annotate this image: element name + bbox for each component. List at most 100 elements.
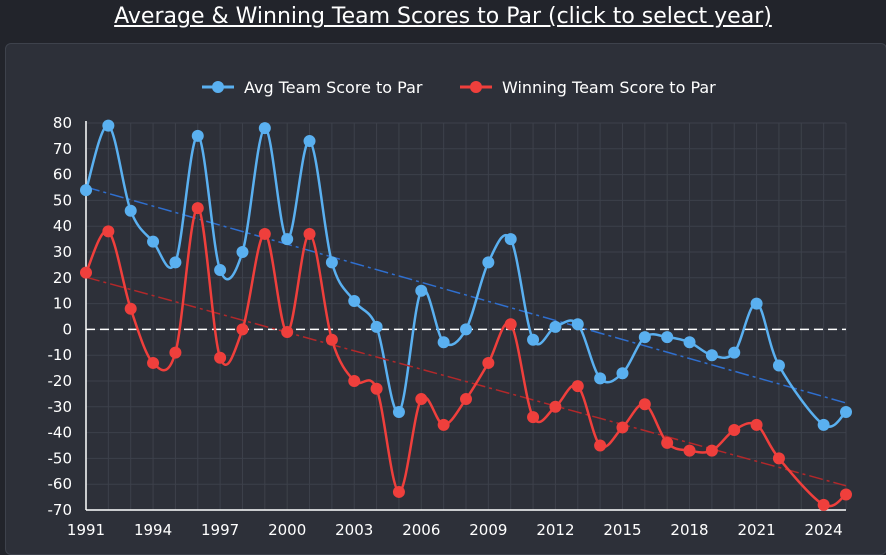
chart-panel: 80 70 60 50 40 30 20 10 0 -10 -20 -30 -40 -50 -60 -70 19… [5,43,886,555]
winning-data-point[interactable] [840,488,852,501]
winning-data-point[interactable] [392,485,405,498]
x-tick-label: 2024 [805,521,843,539]
avg-data-point[interactable] [705,349,718,362]
x-tick-label: 2021 [737,521,775,539]
avg-data-point[interactable] [214,264,227,277]
avg-data-point[interactable] [191,129,204,142]
x-tick-label: 1997 [201,521,239,539]
avg-data-point[interactable] [258,122,271,135]
x-tick-label: 1991 [67,521,105,539]
y-tick-label: 80 [53,114,72,132]
avg-data-point[interactable] [661,331,674,344]
winning-data-point[interactable] [772,452,785,465]
y-tick-label: 10 [53,295,72,313]
winning-data-point[interactable] [594,439,607,452]
winning-data-point[interactable] [147,356,160,369]
avg-data-point[interactable] [504,233,517,246]
y-tick-label: -10 [48,346,73,364]
y-tick-label: 20 [53,269,72,287]
avg-data-point[interactable] [102,119,115,132]
avg-data-point[interactable] [638,331,651,344]
winning-data-point[interactable] [750,418,763,431]
y-tick-label: -50 [48,449,73,467]
winning-data-point[interactable] [527,411,540,424]
avg-data-point[interactable] [370,320,383,333]
winning-data-point[interactable] [348,375,361,387]
avg-data-point[interactable] [325,256,338,269]
avg-data-point[interactable] [80,184,92,197]
winning-data-point[interactable] [303,227,316,240]
avg-data-point[interactable] [549,320,562,333]
winning-data-point[interactable] [214,351,227,364]
avg-data-point[interactable] [616,367,629,380]
winning-data-point[interactable] [325,333,338,346]
avg-data-point[interactable] [527,333,540,346]
avg-data-point[interactable] [840,405,852,418]
winning-data-point[interactable] [638,398,651,411]
y-tick-label: 40 [53,217,72,235]
x-tick-label: 2000 [268,521,306,539]
avg-data-point[interactable] [124,204,137,217]
avg-data-point[interactable] [348,295,361,308]
x-tick-label: 1994 [134,521,172,539]
avg-data-point[interactable] [281,233,294,246]
winning-data-point[interactable] [661,436,674,449]
y-tick-label: 0 [62,320,72,338]
y-tick-label: 30 [53,243,72,261]
y-tick-label: -20 [48,372,73,390]
x-tick-label: 2012 [536,521,574,539]
winning-data-point[interactable] [281,325,294,338]
winning-data-point[interactable] [370,382,383,395]
x-tick-label: 2015 [603,521,641,539]
winning-data-point[interactable] [482,356,495,369]
winning-data-point[interactable] [258,227,271,240]
winning-data-point[interactable] [460,393,472,406]
y-tick-label: 60 [53,166,72,184]
avg-data-point[interactable] [750,297,763,310]
winning-data-point[interactable] [102,225,115,238]
winning-data-point[interactable] [80,266,92,279]
legend-winning-marker[interactable] [470,81,482,93]
winning-data-point[interactable] [728,424,741,437]
winning-data-point[interactable] [415,393,428,406]
avg-data-point[interactable] [460,323,472,336]
winning-data-point[interactable] [504,318,517,331]
avg-data-point[interactable] [683,336,696,349]
y-tick-label: -60 [48,475,73,493]
x-tick-label: 2006 [402,521,440,539]
y-tick-label: -30 [48,398,73,416]
winning-data-point[interactable] [817,498,830,511]
legend-avg-marker[interactable] [212,81,224,93]
winning-data-point[interactable] [169,346,182,359]
avg-data-point[interactable] [169,256,182,269]
x-tick-label: 2003 [335,521,373,539]
winning-data-point[interactable] [571,380,584,393]
x-tick-label: 2018 [670,521,708,539]
avg-data-point[interactable] [437,336,450,349]
avg-data-point[interactable] [392,405,405,418]
winning-data-point[interactable] [549,400,562,413]
winning-data-point[interactable] [683,444,696,457]
avg-data-point[interactable] [415,284,428,297]
winning-data-point[interactable] [191,202,204,215]
avg-data-point[interactable] [482,256,495,269]
avg-data-point[interactable] [236,246,249,258]
winning-data-point[interactable] [616,421,629,434]
avg-data-point[interactable] [571,318,584,331]
legend-avg-label[interactable]: Avg Team Score to Par [244,78,423,97]
winning-data-point[interactable] [124,302,137,315]
avg-data-point[interactable] [817,418,830,431]
winning-data-point[interactable] [437,418,450,431]
avg-data-point[interactable] [303,135,316,148]
winning-data-point[interactable] [236,323,249,336]
y-tick-label: 50 [53,191,72,209]
avg-data-point[interactable] [147,235,160,248]
y-tick-label: -70 [48,501,73,519]
legend-winning-label[interactable]: Winning Team Score to Par [502,78,716,97]
avg-data-point[interactable] [728,346,741,359]
line-chart: 80 70 60 50 40 30 20 10 0 -10 -20 -30 -40 -50 -60 -70 19… [48,78,852,539]
chart-title[interactable]: Average & Winning Team Scores to Par (cl… [114,4,772,29]
avg-data-point[interactable] [772,359,785,372]
avg-data-point[interactable] [594,372,607,385]
winning-data-point[interactable] [705,444,718,457]
